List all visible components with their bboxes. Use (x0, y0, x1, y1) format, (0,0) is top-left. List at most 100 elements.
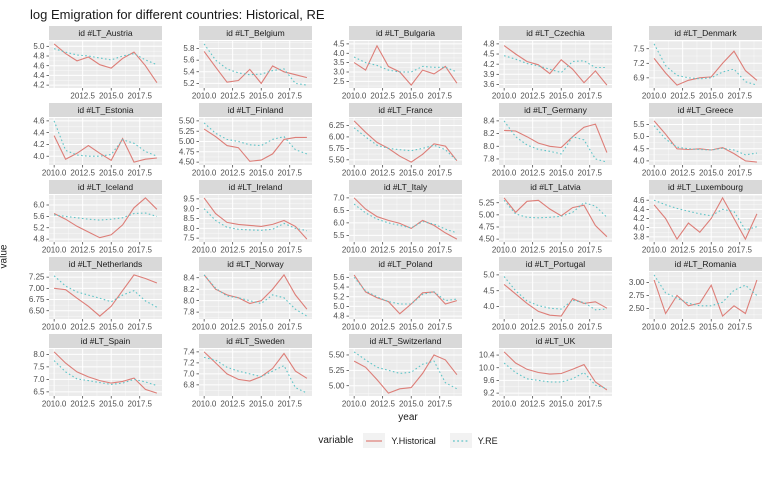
x-tick-label: 2017.5 (578, 169, 603, 178)
y-tick-label: 4.5 (333, 39, 345, 48)
y-tick-label: 3.6 (483, 80, 495, 89)
historical-line (503, 45, 608, 86)
x-tick-label: 2012.5 (220, 246, 245, 255)
historical-line (504, 123, 608, 153)
y-tick-label: 5.00 (329, 381, 345, 390)
x-tick-label: 2015.0 (549, 246, 574, 255)
historical-line (353, 44, 458, 86)
x-tick-label: 2012.5 (670, 169, 695, 178)
x-tick-label: 2010.0 (342, 323, 367, 332)
y-tick-label: 4.50 (479, 235, 495, 244)
x-tick-label: 2015.0 (99, 323, 124, 332)
y-tick-label: 3.8 (633, 232, 645, 241)
x-tick-label: 2012.5 (520, 323, 545, 332)
x-tick-label: 2017.5 (578, 323, 603, 332)
page-title: log Emigration for different countries: … (30, 7, 325, 22)
y-tick-label: 7.2 (633, 59, 645, 68)
facet-strip-label: id #LT_Ireland (229, 182, 283, 192)
y-tick-label: 5.50 (179, 116, 195, 125)
x-tick-label: 2017.5 (128, 92, 153, 101)
y-tick-label: 2.5 (333, 77, 345, 86)
historical-line (203, 128, 307, 162)
facet-strip-label: id #LT_Latvia (530, 182, 581, 192)
facet-strip-label: id #LT_Switzerland (370, 336, 442, 346)
y-tick-label: 8.2 (183, 285, 195, 294)
y-tick-label: 5.2 (33, 223, 45, 232)
x-tick-label: 2010.0 (342, 246, 367, 255)
facet-belgium: id #LT_Belgium 5.2 5.4 5.6 5.8 2010.0 2012.5 20… (166, 26, 316, 103)
facet-luxembourg: id #LT_Luxembourg 3.8 4.0 4.2 4.4 4.6 2010.0 20… (616, 180, 766, 257)
x-tick-label: 2010.0 (192, 400, 217, 409)
y-tick-label: 5.25 (479, 198, 495, 207)
re-line (53, 360, 158, 387)
historical-line (203, 51, 308, 85)
x-tick-label: 2010.0 (42, 400, 67, 409)
facet-grid: id #LT_Austria 4.2 4.4 4.6 4.8 5.0 2012.5 2015.… (16, 26, 768, 411)
facet-portugal: id #LT_Portugal 4.0 4.5 5.0 2010.0 2012.5 2015… (466, 257, 616, 334)
y-tick-label: 3.0 (333, 68, 345, 77)
y-tick-label: 7.0 (333, 193, 345, 202)
x-tick-label: 2010.0 (42, 169, 67, 178)
y-tick-label: 5.50 (329, 351, 345, 360)
x-tick-label: 2010.0 (492, 400, 517, 409)
y-tick-label: 4.8 (33, 52, 45, 61)
facet-plot-romania: id #LT_Romania 2.50 2.75 3.00 2010.0 2012.5 20… (629, 257, 762, 332)
re-line (54, 212, 158, 221)
x-tick-label: 2012.5 (370, 323, 395, 332)
facet-strip-label: id #LT_France (378, 105, 432, 115)
x-tick-label: 2010.0 (642, 92, 667, 101)
facet-plot-bulgaria: id #LT_Bulgaria 2.53.03.54.04.5 2010.0 2012… (333, 26, 462, 101)
x-tick-label: 2017.5 (428, 169, 453, 178)
x-tick-label: 2015.0 (399, 169, 424, 178)
re-line (503, 199, 608, 219)
facet-plot-latvia: id #LT_Latvia 4.50 4.75 5.00 5.25 2010.0 2012.… (479, 180, 612, 255)
facet-panel (49, 195, 162, 242)
facet-strip-label: id #LT_Netherlands (69, 259, 143, 269)
y-tick-label: 3.5 (333, 58, 345, 67)
y-tick-label: 8.4 (483, 116, 495, 125)
x-tick-label: 2017.5 (728, 323, 753, 332)
x-tick-label: 2017.5 (578, 400, 603, 409)
x-tick-label: 2012.5 (670, 323, 695, 332)
facet-panel (649, 118, 762, 165)
y-tick-label: 8.0 (183, 224, 195, 233)
y-tick-label: 9.5 (183, 194, 195, 203)
historical-line (653, 50, 758, 86)
facet-strip (49, 103, 162, 117)
x-tick-label: 2015.0 (699, 92, 724, 101)
x-tick-label: 2012.5 (70, 92, 95, 101)
facet-plot-belgium: id #LT_Belgium 5.2 5.4 5.6 5.8 2010.0 2012.5 20… (183, 26, 312, 101)
x-tick-label: 2015.0 (399, 246, 424, 255)
y-tick-label: 4.0 (333, 49, 345, 58)
facet-strip-label: id #LT_Italy (384, 182, 428, 192)
facet-plot-italy: id #LT_Italy 5.5 6.0 6.5 7.0 2010.0 2012.5 2015… (333, 180, 462, 255)
y-tick-label: 4.6 (33, 116, 45, 125)
x-tick-label: 2015.0 (249, 323, 274, 332)
x-tick-label: 2017.5 (278, 246, 303, 255)
y-tick-label: 6.5 (33, 387, 45, 396)
x-tick-label: 2012.5 (220, 323, 245, 332)
facet-strip (649, 180, 762, 194)
facet-latvia: id #LT_Latvia 4.50 4.75 5.00 5.25 2010.0 2012.… (466, 180, 616, 257)
x-tick-label: 2017.5 (278, 169, 303, 178)
y-tick-label: 7.5 (633, 44, 645, 53)
x-tick-label: 2010.0 (192, 169, 217, 178)
y-tick-label: 5.0 (633, 132, 645, 141)
facet-strip-label: id #LT_Belgium (226, 28, 284, 38)
facet-strip (499, 103, 612, 117)
x-tick-label: 2010.0 (192, 92, 217, 101)
legend-label-historical: Y.Historical (391, 435, 436, 446)
facet-plot-estonia: id #LT_Estonia 4.0 4.2 4.4 4.6 2010.0 2012.5 20… (33, 103, 162, 178)
y-tick-label: 4.5 (633, 144, 645, 153)
x-tick-label: 2010.0 (492, 169, 517, 178)
facet-strip (649, 26, 762, 40)
facet-strip (49, 26, 162, 40)
facet-ireland: id #LT_Ireland 7.5 8.0 8.5 9.0 9.5 2010.0 2012.… (166, 180, 316, 257)
x-tick-label: 2015.0 (699, 323, 724, 332)
x-tick-label: 2015.0 (249, 169, 274, 178)
facet-strip (49, 334, 162, 348)
y-tick-label: 4.2 (33, 81, 45, 90)
y-tick-label: 8.0 (183, 296, 195, 305)
re-line (353, 203, 458, 234)
historical-line (503, 197, 608, 238)
